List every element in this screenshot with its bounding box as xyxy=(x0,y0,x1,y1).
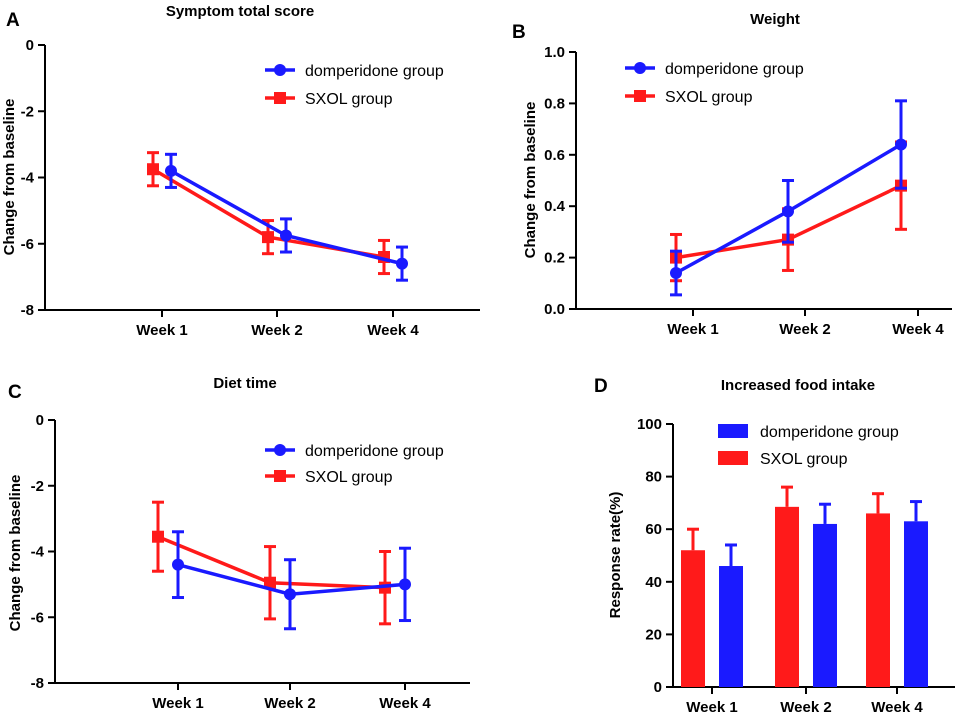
panel-b-label: B xyxy=(512,22,526,43)
legend-marker xyxy=(274,64,286,76)
x-tick-label: Week 4 xyxy=(379,695,431,712)
data-point-domperidone xyxy=(172,558,184,571)
panel-d: D Increased food intake Response rate(%)… xyxy=(594,376,955,712)
x-tick-label: Week 1 xyxy=(686,699,737,712)
bar-domperidone xyxy=(904,521,928,687)
panel-a: A Symptom total score Change from baseli… xyxy=(1,3,480,339)
bar-sxol xyxy=(681,550,705,687)
y-tick-label: 80 xyxy=(645,469,662,486)
y-tick-label: 0 xyxy=(36,412,44,429)
panel-b: B Weight Change from baseline 0.0 0.2 0.4 0… xyxy=(512,11,952,338)
x-tick-label: Week 4 xyxy=(892,321,944,338)
y-tick-label: -4 xyxy=(31,544,45,561)
panel-d-ylabel: Response rate(%) xyxy=(607,492,624,619)
y-tick-label: 0.4 xyxy=(544,198,566,215)
y-tick-label: -6 xyxy=(31,609,44,626)
legend-label: domperidone group xyxy=(760,424,899,441)
data-point-domperidone xyxy=(396,257,408,270)
data-point-sxol xyxy=(262,231,274,244)
panel-c-label: C xyxy=(8,382,22,403)
data-point-domperidone xyxy=(165,164,177,177)
panel-d-title: Increased food intake xyxy=(721,377,875,394)
data-point-domperidone xyxy=(670,267,682,280)
y-tick-label: 60 xyxy=(645,521,662,538)
legend-label: domperidone group xyxy=(665,61,804,78)
data-point-sxol xyxy=(147,163,159,176)
y-tick-label: 0.0 xyxy=(544,301,565,318)
legend-swatch xyxy=(718,451,748,465)
x-tick-label: Week 2 xyxy=(780,699,831,712)
x-tick-label: Week 2 xyxy=(251,322,302,339)
y-tick-label: 0.6 xyxy=(544,147,565,164)
panel-c-title: Diet time xyxy=(213,375,276,392)
legend-label: domperidone group xyxy=(305,443,444,460)
bar-sxol xyxy=(775,506,799,687)
legend-marker xyxy=(634,62,646,74)
data-point-domperidone xyxy=(284,588,296,601)
legend-swatch xyxy=(718,424,748,438)
x-tick-label: Week 1 xyxy=(136,322,187,339)
x-tick-label: Week 1 xyxy=(667,321,718,338)
y-tick-label: 20 xyxy=(645,626,662,643)
legend-marker xyxy=(634,90,646,102)
x-tick-label: Week 2 xyxy=(264,695,315,712)
panel-c: C Diet time Change from baseline 0 -2 -4 -6… xyxy=(7,375,470,712)
legend-label: SXOL group xyxy=(665,89,753,106)
y-tick-label: -2 xyxy=(21,103,34,120)
panel-a-title: Symptom total score xyxy=(166,3,314,20)
y-tick-label: 0 xyxy=(654,679,662,696)
y-tick-label: 0 xyxy=(26,37,34,54)
data-point-sxol xyxy=(152,530,164,543)
data-point-domperidone xyxy=(399,578,411,591)
y-tick-label: 0.8 xyxy=(544,95,565,112)
panel-b-ylabel: Change from baseline xyxy=(522,102,539,259)
legend-label: domperidone group xyxy=(305,63,444,80)
data-point-domperidone xyxy=(280,229,292,242)
x-tick-label: Week 4 xyxy=(367,322,419,339)
x-tick-label: Week 2 xyxy=(779,321,830,338)
y-tick-label: 100 xyxy=(637,416,662,433)
legend-marker xyxy=(274,444,286,456)
data-point-sxol xyxy=(264,576,276,589)
panel-b-title: Weight xyxy=(750,11,800,28)
y-tick-label: -8 xyxy=(21,302,34,319)
legend-marker xyxy=(274,92,286,104)
y-tick-label: -2 xyxy=(31,478,44,495)
bar-sxol xyxy=(866,513,890,687)
y-tick-label: 40 xyxy=(645,574,662,591)
y-tick-label: 1.0 xyxy=(544,44,565,61)
legend-label: SXOL group xyxy=(305,469,393,486)
panel-a-ylabel: Change from baseline xyxy=(1,99,18,256)
legend-label: SXOL group xyxy=(760,451,848,468)
y-tick-label: -8 xyxy=(31,675,44,692)
y-tick-label: 0.2 xyxy=(544,250,565,267)
bar-domperidone xyxy=(813,523,837,687)
x-tick-label: Week 1 xyxy=(152,695,203,712)
panel-a-label: A xyxy=(6,10,20,31)
data-point-domperidone xyxy=(782,205,794,218)
panel-d-label: D xyxy=(594,376,608,397)
y-tick-label: -6 xyxy=(21,236,34,253)
data-point-domperidone xyxy=(895,138,907,151)
x-tick-label: Week 4 xyxy=(871,699,923,712)
legend-marker xyxy=(274,470,286,482)
panel-c-ylabel: Change from baseline xyxy=(7,475,24,632)
bar-domperidone xyxy=(719,566,743,687)
legend-label: SXOL group xyxy=(305,91,393,108)
y-tick-label: -4 xyxy=(21,170,35,187)
